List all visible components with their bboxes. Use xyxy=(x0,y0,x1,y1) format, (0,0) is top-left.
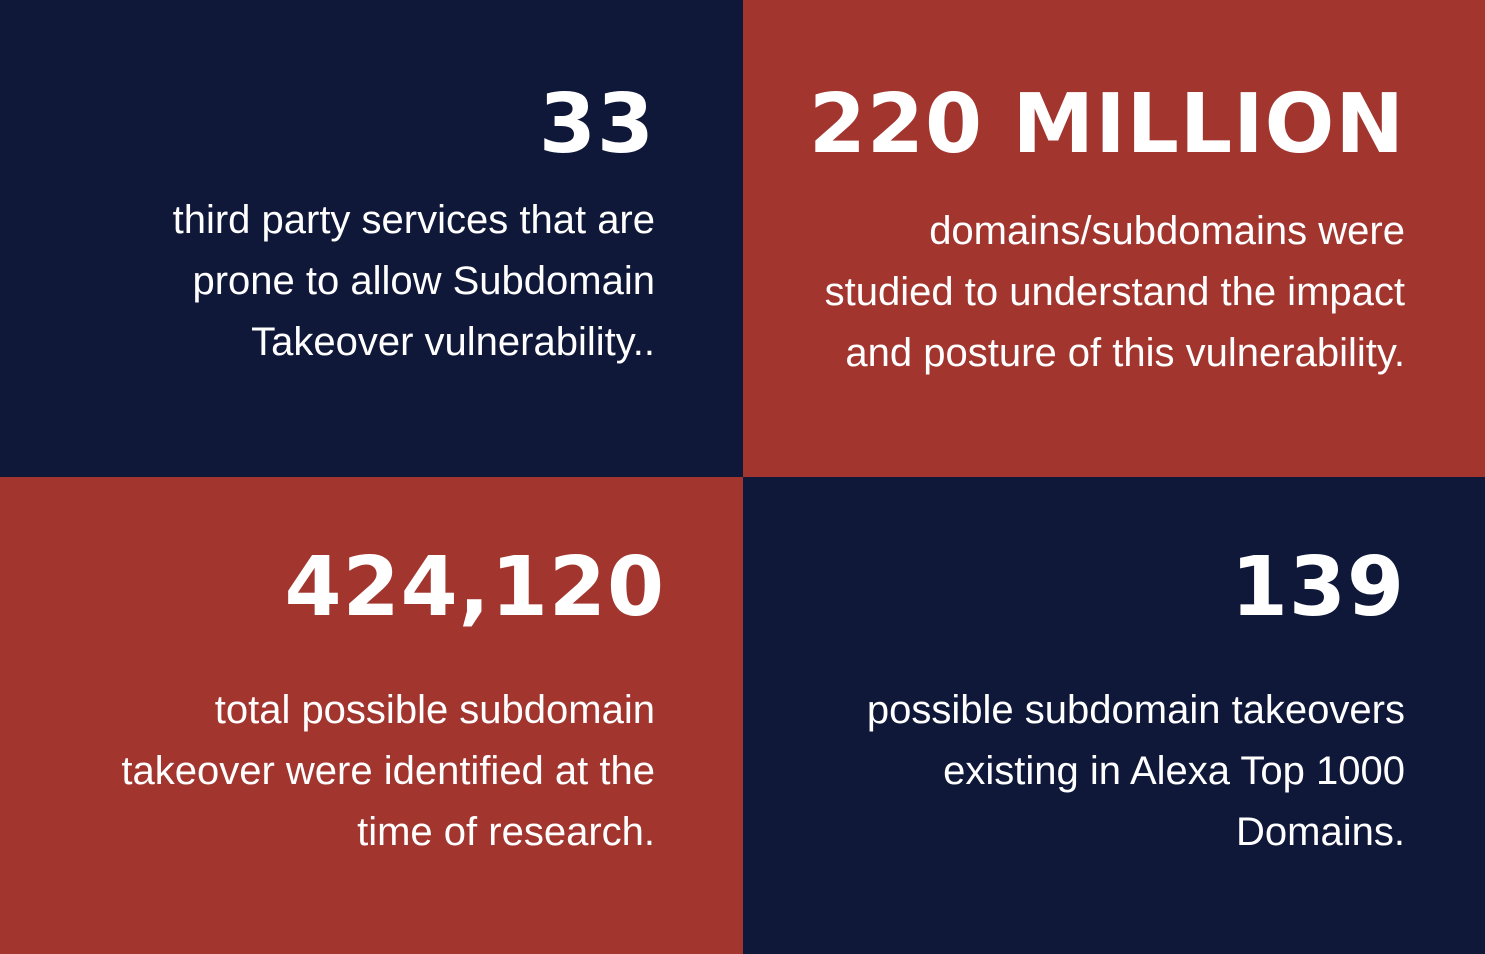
stat-description: domains/subdomains were studied to under… xyxy=(825,201,1405,384)
stat-value: 139 xyxy=(1230,540,1405,635)
stat-description-line: Domains. xyxy=(1236,810,1405,854)
stat-description-line: third party services that are xyxy=(172,198,655,242)
stat-value: 424,120 xyxy=(284,540,665,635)
stat-description-line: total possible subdomain xyxy=(214,688,655,732)
stat-description-line: and posture of this vulnerability. xyxy=(845,331,1405,375)
stat-description-line: takeover were identified at the xyxy=(121,749,655,793)
stat-description-line: domains/subdomains were xyxy=(929,209,1405,253)
stat-tile-domains-studied: 220 MILLION domains/subdomains were stud… xyxy=(743,0,1485,477)
stat-description: third party services that are prone to a… xyxy=(173,190,655,373)
stat-description: total possible subdomain takeover were i… xyxy=(121,680,655,863)
stat-description-line: existing in Alexa Top 1000 xyxy=(943,749,1405,793)
stat-description-line: prone to allow Subdomain xyxy=(192,259,655,303)
stat-tile-third-party-services: 33 third party services that are prone t… xyxy=(0,0,743,477)
stat-description-line: possible subdomain takeovers xyxy=(866,688,1405,732)
stat-description: possible subdomain takeovers existing in… xyxy=(867,680,1405,863)
stat-description-line: studied to understand the impact xyxy=(824,270,1405,314)
stat-value: 33 xyxy=(538,77,655,172)
stat-value: 220 MILLION xyxy=(808,77,1405,172)
stat-tile-alexa-top-1000: 139 possible subdomain takeovers existin… xyxy=(743,477,1485,954)
stat-description-line: Takeover vulnerability.. xyxy=(251,320,655,364)
stat-tile-possible-takeovers: 424,120 total possible subdomain takeove… xyxy=(0,477,743,954)
stat-description-line: time of research. xyxy=(357,810,655,854)
